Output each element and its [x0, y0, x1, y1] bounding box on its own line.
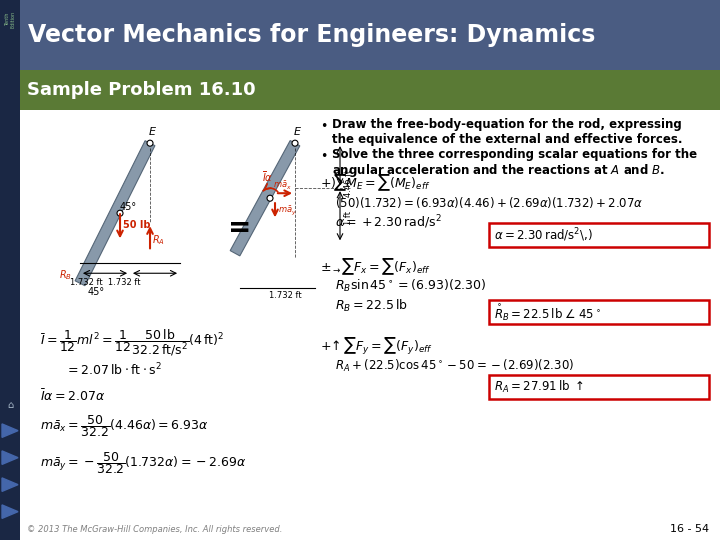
- Text: 1.732 ft  1.732 ft: 1.732 ft 1.732 ft: [70, 278, 140, 287]
- Text: Vector Mechanics for Engineers: Dynamics: Vector Mechanics for Engineers: Dynamics: [28, 23, 595, 47]
- Text: $\pm_{\rightarrow}\sum F_x = \sum (F_x)_{eff}$: $\pm_{\rightarrow}\sum F_x = \sum (F_x)_…: [320, 256, 431, 276]
- Text: •: •: [320, 150, 328, 163]
- Text: $m\bar{a}_x = \dfrac{50}{32.2}(4.46\alpha)=6.93\alpha$: $m\bar{a}_x = \dfrac{50}{32.2}(4.46\alph…: [40, 414, 209, 440]
- Circle shape: [267, 195, 273, 201]
- Circle shape: [147, 140, 153, 146]
- Text: $R_B = 22.5\,\mathrm{lb}$: $R_B = 22.5\,\mathrm{lb}$: [335, 298, 408, 314]
- Text: $R_A = 27.91\,\mathrm{lb}\;\uparrow$: $R_A = 27.91\,\mathrm{lb}\;\uparrow$: [494, 379, 584, 395]
- Text: $= 2.07\,\mathrm{lb}\cdot\mathrm{ft}\cdot\mathrm{s}^2$: $= 2.07\,\mathrm{lb}\cdot\mathrm{ft}\cdo…: [65, 362, 162, 379]
- Text: 45°: 45°: [120, 202, 137, 212]
- Text: 45°: 45°: [88, 287, 105, 297]
- Text: $R_B$: $R_B$: [59, 268, 72, 282]
- Text: $(50)(1.732)=(6.93\alpha)(4.46)+(2.69\alpha)(1.732)+2.07\alpha$: $(50)(1.732)=(6.93\alpha)(4.46)+(2.69\al…: [335, 195, 644, 210]
- Text: $\alpha = 2.30\,\mathrm{rad/s}^2$\,): $\alpha = 2.30\,\mathrm{rad/s}^2$\,): [494, 226, 593, 244]
- Text: $E$: $E$: [292, 125, 302, 137]
- Text: 4.46 ft: 4.46 ft: [344, 170, 353, 197]
- Text: •: •: [320, 120, 328, 133]
- Text: $\bar{I}\alpha = 2.07\alpha$: $\bar{I}\alpha = 2.07\alpha$: [40, 389, 105, 404]
- FancyBboxPatch shape: [489, 375, 709, 400]
- Text: $R_A + (22.5)\cos 45^\circ - 50 = -(2.69)(2.30)$: $R_A + (22.5)\cos 45^\circ - 50 = -(2.69…: [335, 358, 575, 374]
- Text: $R_B \sin 45^\circ = (6.93)(2.30)$: $R_B \sin 45^\circ = (6.93)(2.30)$: [335, 278, 487, 294]
- Text: $+\!\uparrow\sum F_y = \sum (F_y)_{eff}$: $+\!\uparrow\sum F_y = \sum (F_y)_{eff}$: [320, 336, 433, 357]
- Text: $\alpha = +2.30\,\mathrm{rad/s}^2$: $\alpha = +2.30\,\mathrm{rad/s}^2$: [335, 213, 442, 231]
- Polygon shape: [75, 141, 155, 286]
- Text: 1 ft: 1 ft: [344, 211, 353, 225]
- FancyBboxPatch shape: [489, 223, 709, 247]
- Text: 16 - 54: 16 - 54: [670, 524, 709, 534]
- Polygon shape: [2, 424, 18, 437]
- FancyBboxPatch shape: [489, 300, 709, 325]
- Circle shape: [117, 210, 123, 216]
- Text: $\bar{I} = \dfrac{1}{12}ml^2 = \dfrac{1}{12}\dfrac{50\,\mathrm{lb}}{32.2\,\mathr: $\bar{I} = \dfrac{1}{12}ml^2 = \dfrac{1}…: [40, 328, 225, 359]
- Text: angular acceleration and the reactions at $A$ and $B$.: angular acceleration and the reactions a…: [332, 162, 665, 179]
- Text: $\overline{I}\alpha$: $\overline{I}\alpha$: [262, 170, 274, 184]
- Text: 1.732 ft: 1.732 ft: [269, 291, 302, 300]
- Text: $R_A$: $R_A$: [152, 233, 165, 247]
- Text: 50 lb: 50 lb: [123, 220, 150, 230]
- Text: Tenth
Edition: Tenth Edition: [4, 11, 15, 28]
- Text: $m\bar{a}_x$: $m\bar{a}_x$: [273, 179, 292, 192]
- Text: $+)\!\sum M_E = \sum (M_E)_{eff}$: $+)\!\sum M_E = \sum (M_E)_{eff}$: [320, 172, 431, 193]
- Circle shape: [292, 140, 298, 146]
- Text: ⌂: ⌂: [7, 400, 13, 410]
- Polygon shape: [2, 478, 18, 491]
- Text: $m\bar{a}_y$: $m\bar{a}_y$: [278, 204, 297, 217]
- Text: Sample Problem 16.10: Sample Problem 16.10: [27, 81, 256, 99]
- Text: Draw the free-body-equation for the rod, expressing: Draw the free-body-equation for the rod,…: [332, 118, 682, 131]
- Text: =: =: [228, 214, 252, 242]
- Text: the equivalence of the external and effective forces.: the equivalence of the external and effe…: [332, 133, 683, 146]
- Polygon shape: [2, 451, 18, 464]
- Text: $E$: $E$: [148, 125, 156, 137]
- Text: Solve the three corresponding scalar equations for the: Solve the three corresponding scalar equ…: [332, 148, 697, 161]
- Polygon shape: [2, 505, 18, 518]
- Text: © 2013 The McGraw-Hill Companies, Inc. All rights reserved.: © 2013 The McGraw-Hill Companies, Inc. A…: [27, 525, 282, 534]
- Text: $\overset{\circ}{R}_B = 22.5\,\mathrm{lb}\;\angle\;45^\circ$: $\overset{\circ}{R}_B = 22.5\,\mathrm{lb…: [494, 301, 600, 323]
- Polygon shape: [230, 140, 300, 256]
- Text: $m\bar{a}_y = -\dfrac{50}{32.2}(1.732\alpha)=-2.69\alpha$: $m\bar{a}_y = -\dfrac{50}{32.2}(1.732\al…: [40, 450, 246, 476]
